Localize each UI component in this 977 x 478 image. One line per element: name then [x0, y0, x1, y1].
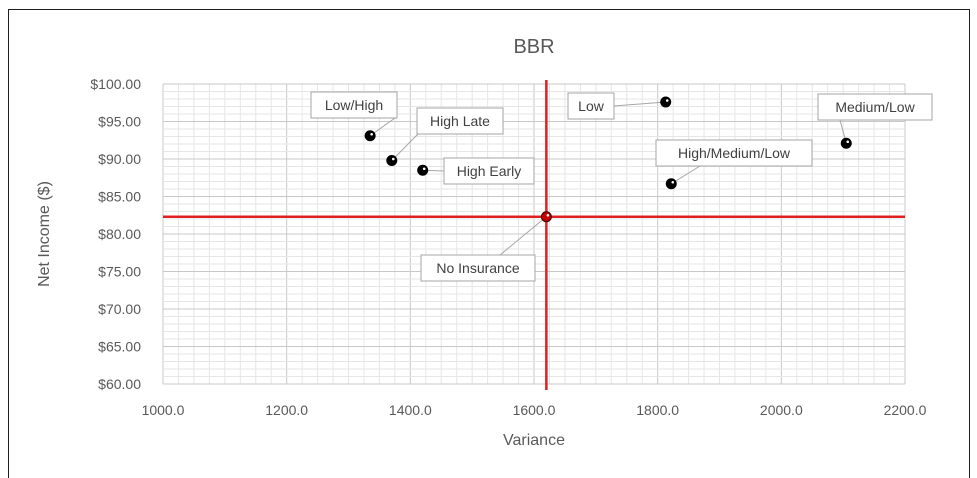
y-axis-title: Net Income ($) — [36, 181, 53, 287]
callout-box — [310, 91, 398, 119]
y-tick-label: $60.00 — [98, 376, 141, 392]
callout-label: Medium/Low — [835, 99, 915, 115]
x-tick-label: 2000.0 — [760, 402, 803, 418]
callout-leader — [499, 216, 547, 256]
callout-label: Low — [578, 98, 605, 114]
gridlines — [162, 83, 906, 385]
callout-leader — [671, 165, 701, 185]
y-tick-label: $90.00 — [98, 151, 141, 167]
callout-label: High Early — [457, 163, 522, 179]
data-point — [840, 137, 852, 149]
data-callouts: Low/High High Late High Early Low High/Mediu… — [310, 91, 933, 282]
x-tick-label: 2200.0 — [884, 402, 927, 418]
data-point-highlight — [422, 167, 426, 171]
reference-lines — [163, 80, 905, 390]
data-point-highlight — [846, 140, 850, 144]
data-point-highlight — [370, 132, 373, 136]
x-tick-label: 1800.0 — [636, 402, 679, 418]
data-point-highlight — [391, 157, 395, 161]
chart-title: BBR — [513, 36, 554, 58]
callout-leader — [613, 101, 666, 107]
y-tick-label: $95.00 — [98, 114, 141, 130]
callout-label: Low/High — [325, 97, 383, 113]
callout-label: High/Medium/Low — [678, 145, 791, 161]
callout-box — [420, 254, 536, 282]
data-points — [364, 96, 852, 223]
callout-box — [817, 93, 933, 121]
data-point — [386, 155, 398, 166]
y-axis-ticks: $60.00 $65.00 $70.00 $75.00 $80.00 $85.00 $90.… — [90, 76, 141, 392]
x-axis-title: Variance — [503, 432, 565, 449]
x-tick-label: 1400.0 — [389, 402, 432, 418]
callout-box — [655, 139, 813, 167]
y-tick-label: $85.00 — [98, 189, 141, 205]
x-tick-label: 1000.0 — [142, 402, 185, 418]
callout-leader — [391, 133, 419, 161]
x-tick-label: 1200.0 — [265, 402, 308, 418]
y-tick-label: $70.00 — [98, 301, 141, 317]
data-point — [364, 130, 376, 142]
callout-box — [443, 157, 535, 185]
data-point-highlight — [665, 99, 669, 102]
data-point — [417, 164, 429, 176]
chart-frame — [8, 9, 970, 478]
x-axis-ticks: 1000.0 1200.0 1400.0 1600.0 1800.0 2000.0 2200… — [142, 402, 927, 418]
data-point-highlight — [546, 213, 550, 217]
y-tick-label: $75.00 — [98, 264, 141, 280]
callout-box — [416, 107, 504, 135]
data-point-highlight — [671, 180, 675, 184]
data-point — [540, 211, 552, 223]
data-point — [660, 96, 672, 108]
callout-label: No Insurance — [436, 260, 519, 276]
y-tick-label: $80.00 — [98, 226, 141, 242]
y-tick-label: $65.00 — [98, 339, 141, 355]
y-tick-label: $100.00 — [90, 76, 141, 92]
callout-box — [567, 92, 615, 120]
x-tick-label: 1600.0 — [513, 402, 556, 418]
callout-label: High Late — [430, 113, 490, 129]
data-point — [665, 178, 677, 190]
